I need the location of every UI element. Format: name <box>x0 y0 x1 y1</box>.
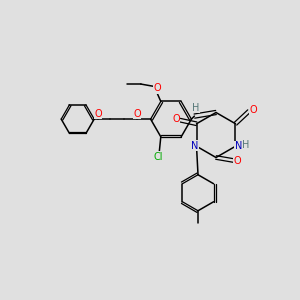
Text: Cl: Cl <box>154 152 163 162</box>
Text: O: O <box>249 105 257 115</box>
Text: H: H <box>242 140 250 150</box>
Text: H: H <box>192 103 199 113</box>
Text: N: N <box>235 141 242 151</box>
Text: O: O <box>234 155 242 166</box>
Text: O: O <box>172 114 180 124</box>
Text: O: O <box>94 109 102 119</box>
Text: N: N <box>191 141 199 151</box>
Text: O: O <box>154 83 162 93</box>
Text: O: O <box>133 109 141 119</box>
